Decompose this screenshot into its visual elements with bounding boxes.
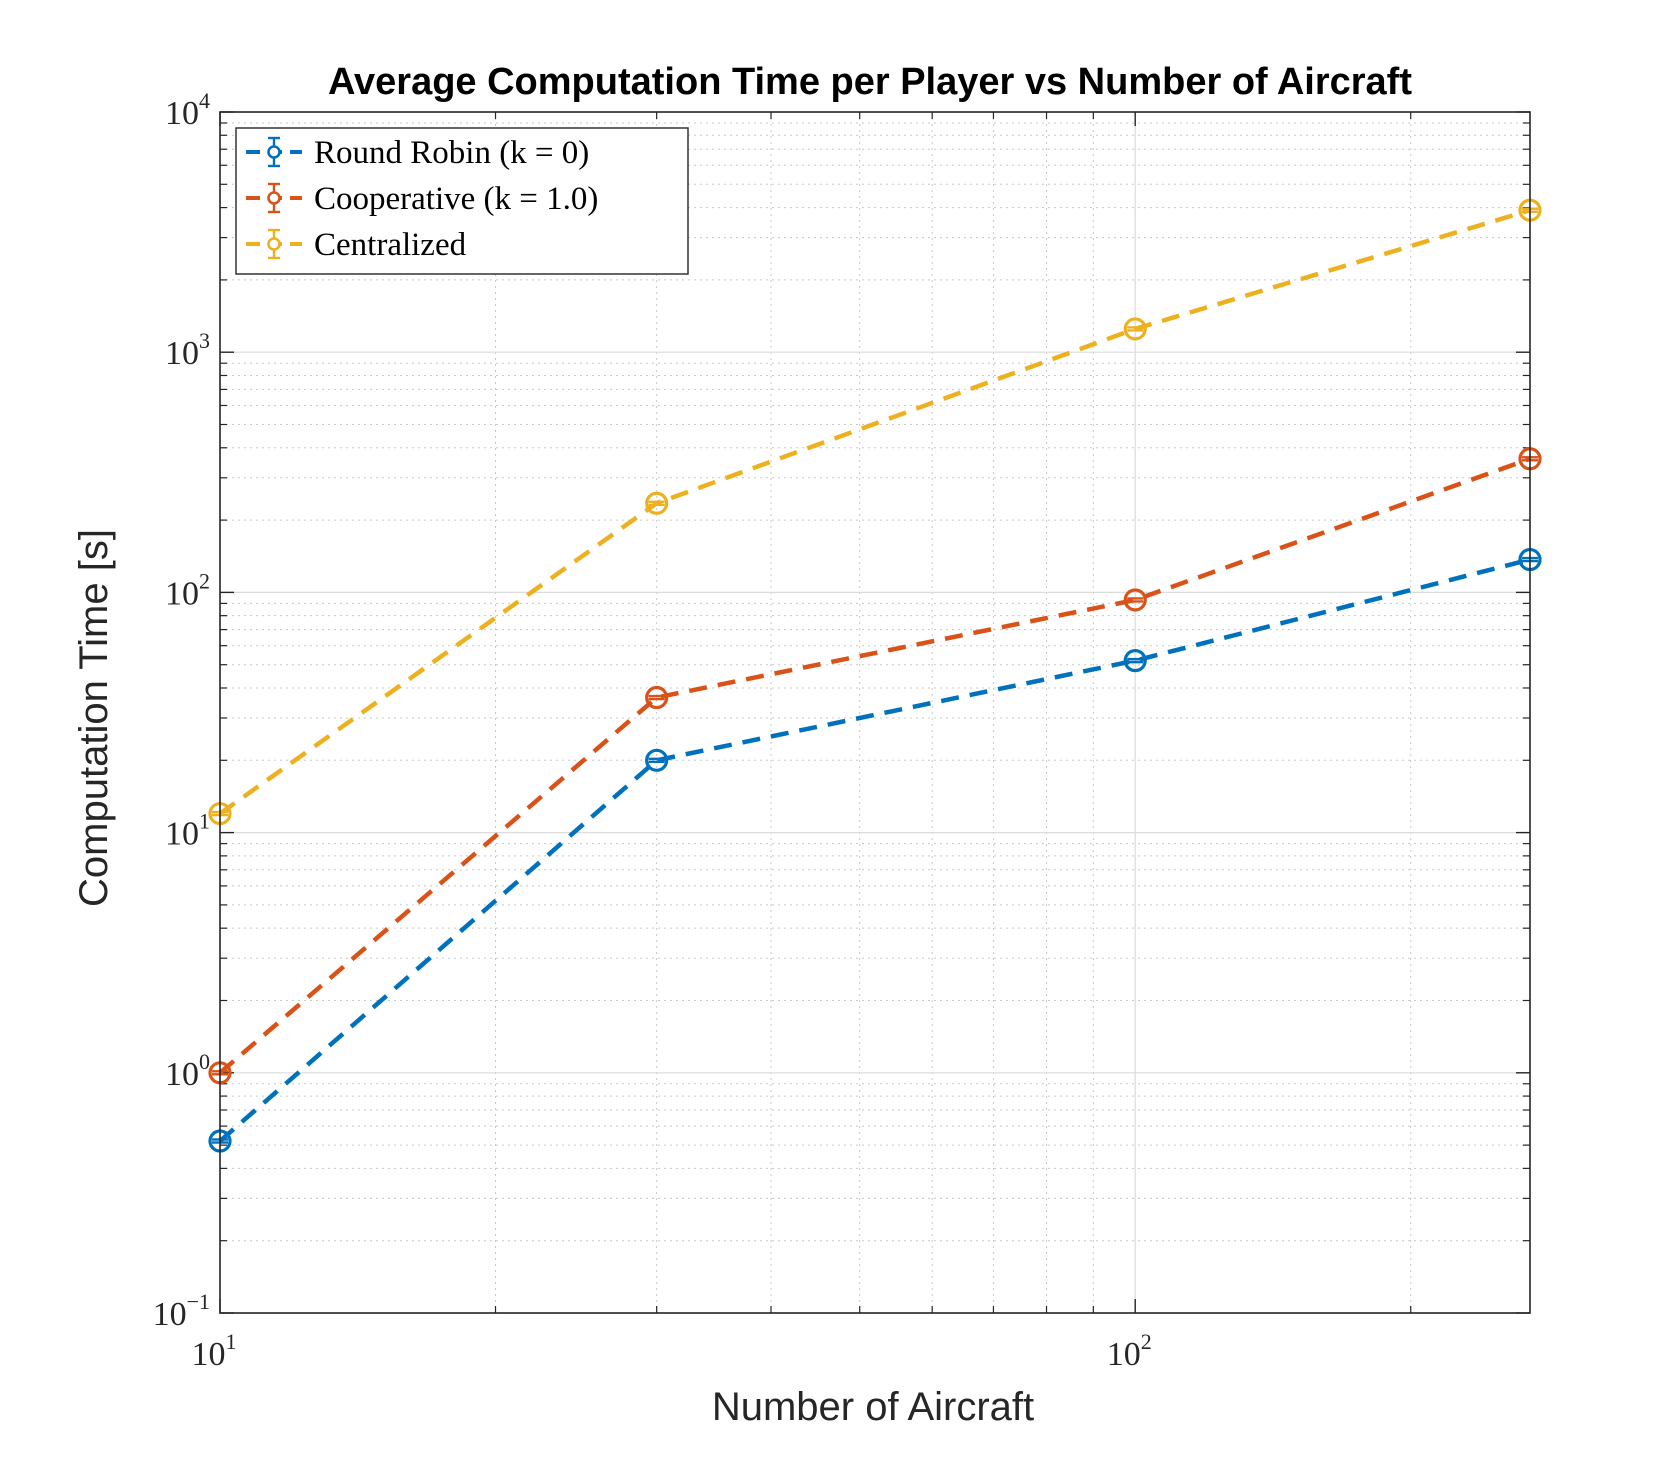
legend-marker xyxy=(267,237,281,251)
x-tick-label: 101 xyxy=(192,1329,237,1373)
plot-frame xyxy=(219,111,1531,1314)
legend-box xyxy=(235,127,689,275)
series-layer xyxy=(208,198,1542,1153)
series-line xyxy=(218,557,1531,1143)
chart-title: Average Computation Time per Player vs N… xyxy=(328,61,1412,103)
y-tick-label: 103 xyxy=(165,328,210,372)
data-point xyxy=(645,748,669,772)
y-tick-label: 102 xyxy=(165,568,210,612)
data-point xyxy=(1123,649,1147,673)
y-tick-labels: 10−1 100 101 102 103 104 xyxy=(153,88,210,1333)
y-tick-label: 10−1 xyxy=(153,1289,210,1333)
x-axis-label: Number of Aircraft xyxy=(712,1385,1034,1429)
data-point xyxy=(1123,588,1147,612)
legend: Round Robin (k = 0) Cooperative (k = 1.0)… xyxy=(235,127,689,275)
legend-entry: Centralized xyxy=(246,227,467,263)
x-tick-label: 102 xyxy=(1107,1329,1152,1373)
series-line xyxy=(218,208,1531,816)
y-tick-label: 100 xyxy=(165,1049,210,1093)
y-axis-label: Computation Time [s] xyxy=(72,529,116,907)
legend-marker xyxy=(267,191,281,205)
y-tick-label: 104 xyxy=(165,88,210,132)
data-point xyxy=(645,685,669,710)
y-tick-label: 101 xyxy=(165,809,210,853)
legend-entry: Round Robin (k = 0) xyxy=(246,135,589,171)
series-line xyxy=(218,456,1531,1075)
legend-label: Cooperative (k = 1.0) xyxy=(314,181,598,217)
legend-entry: Cooperative (k = 1.0) xyxy=(246,181,598,217)
legend-marker xyxy=(267,145,281,159)
legend-label: Centralized xyxy=(314,227,467,263)
x-tick-labels: 101 102 xyxy=(192,1329,1152,1373)
data-point xyxy=(645,491,669,515)
data-point xyxy=(1123,317,1147,341)
minor-grid xyxy=(220,112,1530,1313)
plot-area xyxy=(220,112,1530,1313)
legend-label: Round Robin (k = 0) xyxy=(314,135,589,171)
